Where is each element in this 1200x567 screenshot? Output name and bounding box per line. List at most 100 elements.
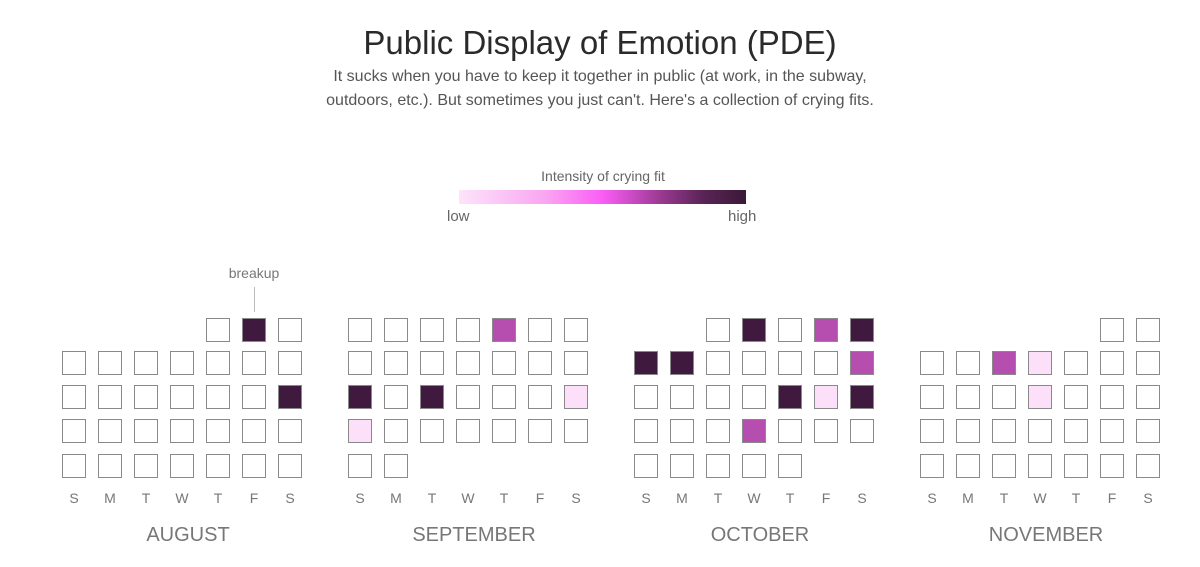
day-cell-november-26 [992, 454, 1016, 478]
legend-low-label: low [447, 208, 470, 225]
day-cell-september-25 [456, 419, 480, 443]
day-cell-november-18 [956, 419, 980, 443]
day-cell-august-9 [242, 351, 266, 375]
weekday-label: T [785, 490, 795, 506]
day-cell-september-18 [456, 385, 480, 409]
day-cell-september-30 [384, 454, 408, 478]
day-cell-october-7 [670, 351, 694, 375]
weekday-label: T [1071, 490, 1081, 506]
day-cell-august-18 [62, 419, 86, 443]
day-cell-november-23 [1136, 419, 1160, 443]
legend-title: Intensity of crying fit [541, 168, 665, 184]
day-cell-august-26 [98, 454, 122, 478]
weekday-label: S [355, 490, 365, 506]
month-label-october: OCTOBER [710, 524, 810, 546]
weekday-label: S [69, 490, 79, 506]
day-cell-october-15 [706, 385, 730, 409]
day-cell-august-19 [98, 419, 122, 443]
day-cell-september-19 [492, 385, 516, 409]
day-cell-september-16 [384, 385, 408, 409]
day-cell-november-12 [992, 385, 1016, 409]
weekday-label: F [1107, 490, 1117, 506]
day-cell-august-24 [278, 419, 302, 443]
day-cell-october-26 [850, 419, 874, 443]
day-cell-november-5 [992, 351, 1016, 375]
weekday-label: M [676, 490, 688, 506]
day-cell-september-8 [348, 351, 372, 375]
day-cell-october-20 [634, 419, 658, 443]
weekday-label: S [1143, 490, 1153, 506]
day-cell-september-12 [492, 351, 516, 375]
day-cell-october-22 [706, 419, 730, 443]
annotation-breakup: breakup [228, 265, 280, 281]
day-cell-november-9 [1136, 351, 1160, 375]
day-cell-october-2 [742, 318, 766, 342]
day-cell-september-1 [348, 318, 372, 342]
day-cell-august-28 [170, 454, 194, 478]
day-cell-august-8 [206, 351, 230, 375]
day-cell-november-8 [1100, 351, 1124, 375]
day-cell-november-14 [1064, 385, 1088, 409]
day-cell-october-29 [706, 454, 730, 478]
day-cell-august-10 [278, 351, 302, 375]
day-cell-november-10 [920, 385, 944, 409]
weekday-label: F [821, 490, 831, 506]
day-cell-september-7 [564, 318, 588, 342]
day-cell-november-28 [1064, 454, 1088, 478]
day-cell-september-9 [384, 351, 408, 375]
day-cell-october-11 [814, 351, 838, 375]
weekday-label: W [1033, 490, 1047, 506]
weekday-label: W [747, 490, 761, 506]
day-cell-october-23 [742, 419, 766, 443]
weekday-label: S [285, 490, 295, 506]
day-cell-september-3 [420, 318, 444, 342]
day-cell-august-12 [98, 385, 122, 409]
day-cell-august-21 [170, 419, 194, 443]
weekday-label: S [641, 490, 651, 506]
day-cell-november-6 [1028, 351, 1052, 375]
day-cell-october-5 [850, 318, 874, 342]
day-cell-october-31 [778, 454, 802, 478]
day-cell-september-11 [456, 351, 480, 375]
day-cell-september-15 [348, 385, 372, 409]
day-cell-october-3 [778, 318, 802, 342]
day-cell-october-25 [814, 419, 838, 443]
day-cell-september-6 [528, 318, 552, 342]
day-cell-october-14 [670, 385, 694, 409]
day-cell-october-10 [778, 351, 802, 375]
month-label-november: NOVEMBER [988, 524, 1104, 546]
weekday-label: S [857, 490, 867, 506]
day-cell-october-9 [742, 351, 766, 375]
day-cell-october-27 [634, 454, 658, 478]
day-cell-october-1 [706, 318, 730, 342]
day-cell-august-7 [170, 351, 194, 375]
subtitle-line-2: outdoors, etc.). But sometimes you just … [326, 92, 874, 109]
weekday-label: T [713, 490, 723, 506]
day-cell-september-5 [492, 318, 516, 342]
day-cell-november-19 [992, 419, 1016, 443]
day-cell-october-8 [706, 351, 730, 375]
day-cell-october-13 [634, 385, 658, 409]
weekday-label: T [499, 490, 509, 506]
day-cell-november-7 [1064, 351, 1088, 375]
day-cell-november-4 [956, 351, 980, 375]
day-cell-october-21 [670, 419, 694, 443]
day-cell-november-17 [920, 419, 944, 443]
legend-gradient-bar [459, 190, 746, 204]
day-cell-september-27 [528, 419, 552, 443]
day-cell-august-17 [278, 385, 302, 409]
weekday-label: T [427, 490, 437, 506]
day-cell-august-23 [242, 419, 266, 443]
day-cell-august-29 [206, 454, 230, 478]
day-cell-september-29 [348, 454, 372, 478]
legend-high-label: high [728, 208, 757, 225]
day-cell-november-20 [1028, 419, 1052, 443]
weekday-label: F [535, 490, 545, 506]
day-cell-august-30 [242, 454, 266, 478]
weekday-label: T [213, 490, 223, 506]
day-cell-september-17 [420, 385, 444, 409]
day-cell-august-3 [278, 318, 302, 342]
weekday-label: S [927, 490, 937, 506]
day-cell-october-28 [670, 454, 694, 478]
